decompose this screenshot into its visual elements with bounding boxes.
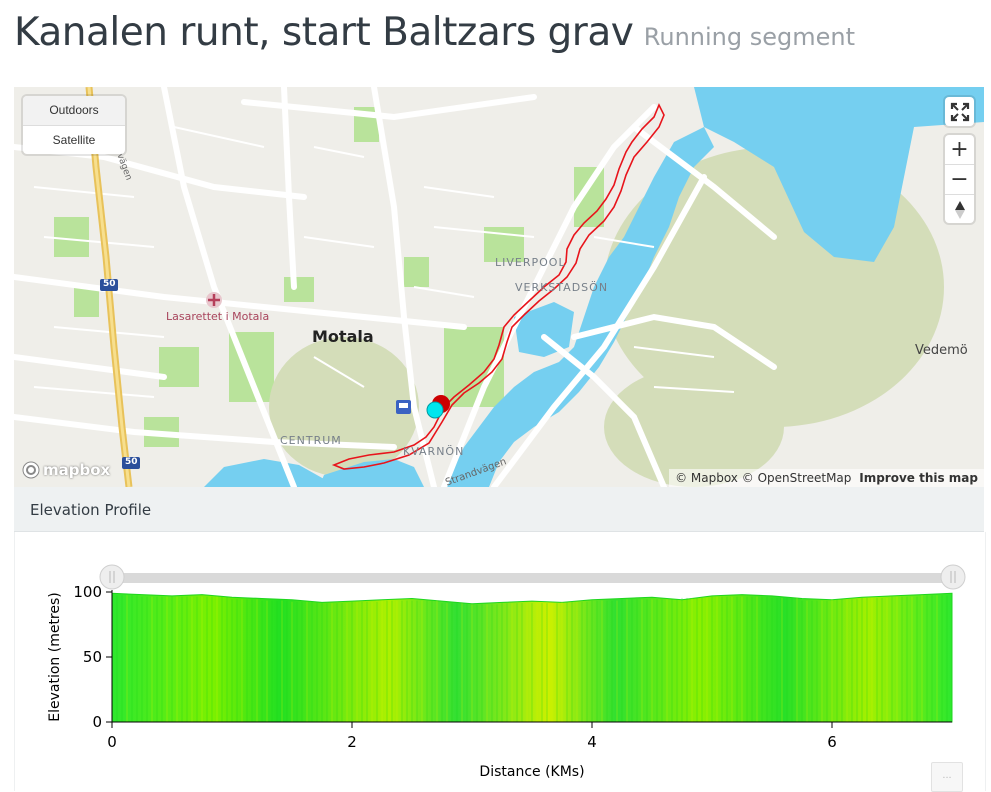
map-label-hospital: Lasarettet i Motala	[166, 310, 270, 323]
roads	[14, 87, 777, 487]
y-tick-label: 0	[92, 713, 102, 731]
x-axis-label: Distance (KMs)	[479, 764, 584, 780]
map-style-switcher: Outdoors Satellite	[23, 96, 125, 154]
elevation-stripes	[111, 595, 948, 722]
elevation-panel-header: Elevation Profile	[14, 487, 984, 532]
map-label-kvarnon: KVARNÖN	[403, 445, 465, 458]
elevation-area	[111, 592, 953, 723]
elevation-panel-title: Elevation Profile	[30, 501, 152, 519]
zoom-controls: + −	[945, 135, 974, 223]
range-slider-right-handle[interactable]	[940, 564, 966, 590]
more-options-button[interactable]: ...	[931, 762, 963, 792]
range-slider-track[interactable]	[112, 573, 954, 583]
y-axis-label: Elevation (metres)	[47, 592, 63, 722]
x-tick-label: 0	[107, 733, 117, 751]
map-label-verkstadson: VERKSTADSÖN	[515, 281, 609, 294]
hospital-icon	[206, 292, 222, 308]
shield-label-bottom: 50	[125, 457, 138, 467]
style-outdoors-button[interactable]: Outdoors	[23, 96, 125, 126]
zoom-in-button[interactable]: +	[945, 135, 974, 165]
chart-axes: 0 50 100 0 2 4 6 Distance (KMs) Elevation (metre…	[47, 583, 952, 780]
minor-streets	[33, 126, 735, 398]
compass-icon	[954, 200, 965, 219]
compass-button[interactable]	[945, 195, 974, 224]
fullscreen-icon	[950, 102, 969, 121]
map-canvas[interactable]	[14, 87, 984, 487]
fullscreen-button[interactable]	[945, 97, 974, 126]
x-tick-label: 4	[587, 733, 597, 751]
attribution-osm-link[interactable]: © OpenStreetMap	[741, 471, 852, 485]
map-label-vedemo: Vedemö	[915, 343, 968, 358]
route-polyline	[331, 103, 665, 470]
mapbox-logo[interactable]: mapbox	[22, 461, 110, 479]
elevation-chart[interactable]: 0 50 100 0 2 4 6 Distance (KMs) Elevation (metre…	[15, 532, 985, 791]
route-map[interactable]: Motala Lasarettet i Motala LIVERPOOL VER…	[14, 87, 984, 487]
mapbox-logo-icon	[22, 461, 40, 479]
elevation-panel: 0 50 100 0 2 4 6 Distance (KMs) Elevation (metre…	[14, 532, 986, 792]
mapbox-logo-text: mapbox	[43, 461, 111, 479]
zoom-out-button[interactable]: −	[945, 165, 974, 195]
shield-label-top: 50	[103, 279, 116, 289]
park-areas	[54, 107, 604, 447]
route-shield-top	[100, 279, 118, 291]
y-tick-label: 50	[83, 648, 102, 666]
map-label-centrum: CENTRUM	[280, 434, 342, 447]
attribution-mapbox-link[interactable]: © Mapbox	[675, 471, 738, 485]
end-marker	[426, 401, 444, 419]
map-attribution: © Mapbox © OpenStreetMap Improve this ma…	[669, 469, 984, 487]
x-tick-label: 6	[827, 733, 837, 751]
map-label-liverpool: LIVERPOOL	[495, 256, 566, 269]
segment-type: Running segment	[643, 23, 856, 51]
water-bodies	[204, 87, 984, 487]
range-slider-left-handle[interactable]	[99, 564, 125, 590]
map-label-motala: Motala	[312, 327, 374, 346]
segment-title: Kanalen runt, start Baltzars grav	[14, 10, 634, 55]
page-title: Kanalen runt, start Baltzars grav Runnin…	[14, 10, 855, 60]
x-tick-label: 2	[347, 733, 357, 751]
improve-map-link[interactable]: Improve this map	[859, 471, 978, 485]
route-shield-bottom	[122, 457, 140, 469]
plot-area	[111, 592, 953, 723]
style-satellite-button[interactable]: Satellite	[52, 133, 96, 147]
y-tick-label: 100	[73, 583, 102, 601]
